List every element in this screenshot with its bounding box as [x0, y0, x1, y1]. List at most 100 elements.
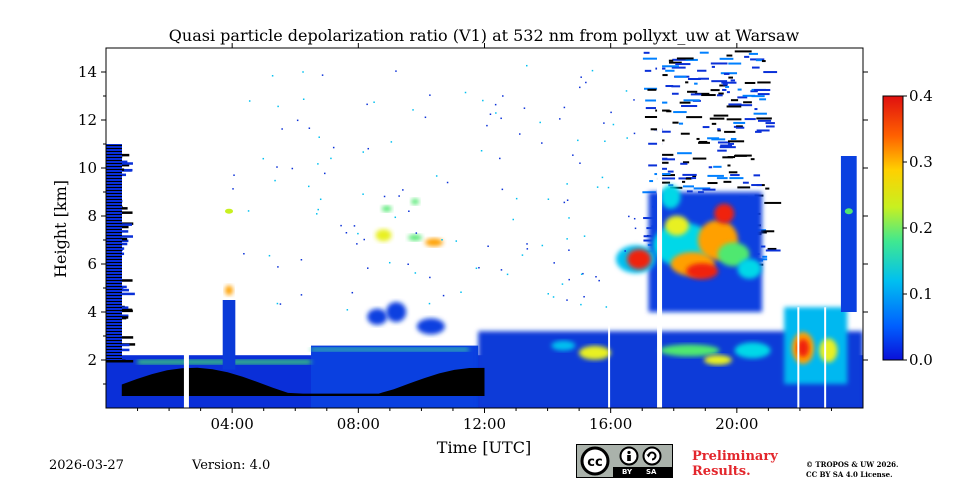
noise-speckle [345, 232, 348, 234]
cirrus-speckle [671, 85, 681, 88]
noise-speckle [494, 103, 497, 106]
cirrus-speckle [667, 170, 674, 173]
cirrus-speckle [678, 122, 684, 125]
noise-speckle [523, 107, 526, 109]
noise-speckle [442, 294, 445, 297]
cirrus-speckle [733, 121, 746, 124]
noise-speckle [515, 197, 518, 200]
cirrus-speckle [711, 65, 715, 68]
noise-speckle [394, 216, 397, 219]
cirrus-speckle [660, 181, 671, 184]
cirrus-speckle [755, 130, 762, 133]
depol-layer-1800-patch [717, 242, 750, 267]
noise-speckle [579, 86, 581, 89]
noise-speckle [486, 124, 488, 127]
cirrus-speckle [729, 177, 744, 180]
noise-speckle [330, 157, 332, 160]
noise-speckle [521, 254, 524, 256]
cirrus-speckle [697, 69, 707, 72]
noise-speckle [561, 283, 564, 285]
cirrus-speckle [710, 62, 728, 65]
noise-speckle [603, 122, 605, 124]
cirrus-speckle [764, 201, 782, 204]
noise-speckle [526, 243, 528, 245]
noise-speckle [300, 259, 303, 261]
noise-speckle [568, 249, 570, 251]
cirrus-speckle [661, 153, 674, 156]
aerosol-patch [408, 234, 423, 241]
noise-speckle [519, 133, 521, 135]
lofted-layer-2245 [819, 338, 838, 363]
cirrus-speckle [683, 99, 700, 102]
depol-layer-1800-patch [714, 203, 735, 224]
y-tick-label: 12 [78, 111, 97, 129]
noise-speckle [624, 250, 626, 252]
cirrus-speckle [708, 166, 713, 169]
cirrus-speckle [719, 57, 734, 60]
noise-speckle [566, 183, 568, 185]
cirrus-speckle [676, 57, 694, 60]
preliminary-results: Preliminary Results. [692, 449, 778, 479]
cirrus-speckle [680, 132, 690, 135]
lofted-patch [734, 342, 771, 359]
noise-speckle [233, 174, 235, 176]
noise-speckle [601, 176, 604, 179]
cirrus-speckle [727, 156, 736, 159]
cc-license-badge[interactable]: cc BY SA [576, 444, 673, 478]
license-sa: SA [646, 468, 657, 476]
cirrus-speckle [672, 58, 689, 61]
noise-speckle [500, 269, 503, 271]
cirrus-speckle [760, 230, 775, 233]
cirrus-speckle [742, 181, 749, 184]
data-gap [183, 307, 189, 408]
cirrus-speckle [727, 164, 731, 167]
noise-speckle [373, 101, 375, 103]
noise-speckle [460, 291, 462, 293]
cirrus-speckle [753, 174, 761, 177]
cirrus-speckle [682, 173, 697, 176]
cirrus-speckle [668, 61, 682, 64]
cirrus-speckle [655, 109, 670, 112]
noise-speckle [362, 151, 365, 153]
x-axis-label: Time [UTC] [437, 438, 531, 457]
cirrus-speckle [644, 87, 660, 90]
noise-speckle [591, 69, 594, 72]
noise-speckle [568, 278, 570, 281]
noise-speckle [506, 273, 509, 276]
depol-layer-1800-patch [664, 215, 689, 236]
cirrus-speckle [755, 59, 762, 62]
colorbar-axis: 0.0 0.1 0.2 0.3 0.4 [903, 87, 933, 369]
late-cloud-peak [844, 208, 853, 215]
cirrus-speckle [725, 85, 730, 88]
boundary-layer-top-edge-noon [311, 348, 469, 351]
lofted-patch [551, 340, 576, 351]
cirrus-speckle [711, 80, 728, 83]
cirrus-speckle [658, 161, 669, 164]
x-tick-label: 08:00 [337, 415, 380, 433]
cirrus-speckle [759, 98, 767, 101]
cirrus-speckle [750, 90, 758, 93]
noise-speckle [566, 299, 568, 301]
noise-speckle [464, 91, 467, 94]
column-0350-top [225, 208, 234, 214]
cirrus-speckle [711, 122, 717, 125]
noise-speckle [353, 225, 356, 227]
noise-speckle [412, 109, 414, 111]
noise-speckle [415, 232, 418, 234]
noise-speckle [583, 295, 585, 298]
cirrus-speckle [647, 88, 657, 91]
noise-speckle [276, 166, 278, 168]
noise-speckle [351, 291, 354, 294]
svg-text:cc: cc [587, 455, 602, 470]
cirrus-speckle [702, 126, 710, 129]
early-cloud-streak [106, 359, 126, 363]
cirrus-speckle [674, 75, 687, 78]
preliminary-line1: Preliminary [692, 449, 778, 464]
noise-speckle [357, 232, 359, 235]
data-gap [608, 307, 611, 408]
data-gap [797, 307, 800, 408]
x-tick-label: 04:00 [211, 415, 254, 433]
cirrus-speckle [719, 146, 736, 149]
noise-speckle [262, 157, 265, 160]
